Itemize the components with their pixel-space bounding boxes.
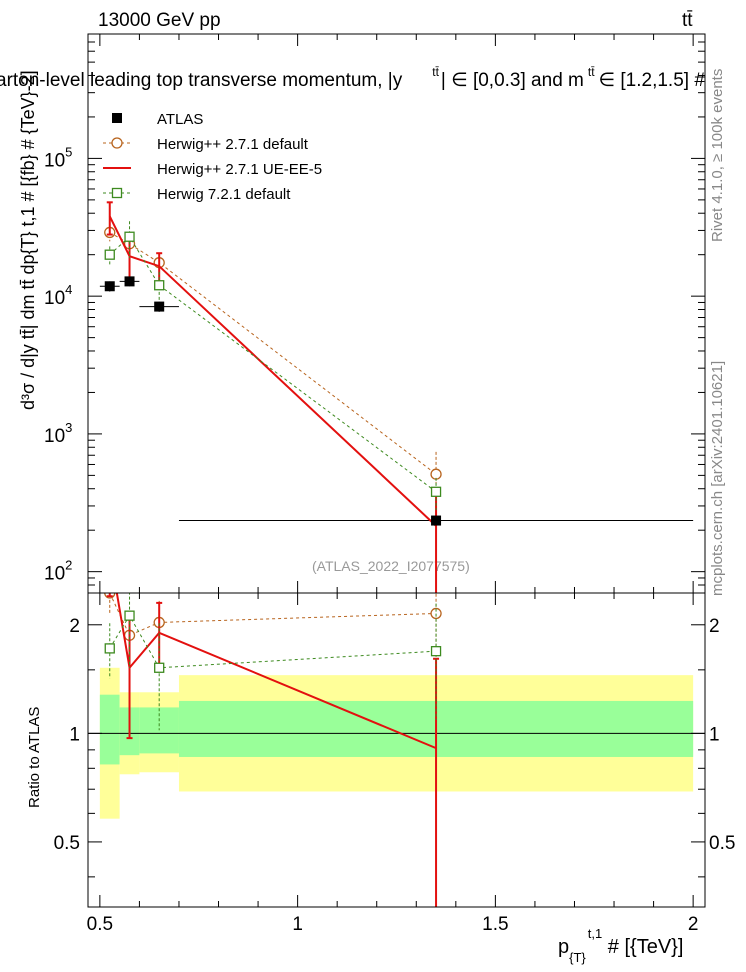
- ratio-band-inner: [99, 694, 120, 765]
- hw_default-point: [430, 468, 442, 480]
- x-axis-label-main: p: [558, 936, 569, 958]
- chart-title-part1: arton-level leading top transverse momen…: [0, 70, 403, 91]
- process-label: tt̄: [682, 10, 693, 31]
- legend-label: Herwig 7.2.1 default: [157, 186, 291, 203]
- y-tick-label: 103: [44, 420, 72, 447]
- ratio-y-axis-label: Ratio to ATLAS: [26, 707, 43, 808]
- watermark: (ATLAS_2022_I2077575): [312, 558, 470, 574]
- y-tick-exp: 2: [65, 558, 72, 573]
- atlas-point: [154, 301, 165, 312]
- chart-title-part2: | ∈ [0,0.3] and m: [441, 70, 584, 91]
- atlas-point: [104, 281, 115, 292]
- legend-atlas-marker: [112, 113, 122, 123]
- x-axis-label-sub: {T}: [569, 950, 586, 965]
- energy-label: 13000 GeV pp: [98, 10, 221, 31]
- h7_default-point: [104, 249, 115, 260]
- atlas-point: [124, 276, 135, 287]
- h7_default-point: [124, 231, 135, 242]
- ratio-tick-label-left: 1: [69, 724, 80, 745]
- y-tick-exp: 4: [65, 282, 72, 297]
- x-axis-label-rest: # [{TeV}]: [602, 936, 683, 958]
- legend-label: Herwig++ 2.7.1 UE-EE-5: [157, 161, 322, 178]
- ratio-tick-label-left: 2: [69, 616, 80, 637]
- legend-h7_default-marker: [111, 187, 123, 199]
- ratio-h7_default-line: [109, 614, 437, 669]
- x-axis-label: p{T}t,1 # [{TeV}]: [558, 926, 683, 965]
- ratio-hw_default-point: [430, 607, 442, 620]
- chart-title-part3: ∈ [1.2,1.5] #: [599, 70, 706, 91]
- x-tick-label: 1: [292, 914, 303, 935]
- y-tick-exp: 5: [65, 144, 72, 159]
- ratio-hw_ueee5-line: [115, 593, 437, 750]
- x-axis-label-sup: t,1: [588, 926, 602, 941]
- legend-label: Herwig++ 2.7.1 default: [157, 136, 309, 153]
- x-tick-label: 0.5: [87, 914, 113, 935]
- ratio-tick-label-right: 1: [709, 724, 720, 745]
- h7_default-line: [109, 235, 437, 493]
- y-tick-label: 105: [44, 144, 72, 171]
- chart-title-sup2: tt̄: [588, 65, 595, 79]
- ratio-h7_default-point: [430, 646, 442, 657]
- mcplots-label: mcplots.cern.ch [arXiv:2401.10621]: [709, 361, 726, 596]
- ratio-h7_default-point: [104, 643, 115, 654]
- legend-label: ATLAS: [157, 111, 203, 128]
- x-tick-label: 2: [688, 914, 699, 935]
- atlas-point: [431, 515, 442, 526]
- ratio-h7_default-point: [124, 610, 135, 621]
- ratio-tick-label-left: 0.5: [54, 833, 80, 854]
- y-tick-label: 102: [44, 558, 72, 585]
- y-axis-label: d³σ / d|y tt̄| dm tt̄ dp{T} t,1 # [{fb} …: [18, 70, 38, 410]
- ratio-tick-label-right: 0.5: [709, 833, 735, 854]
- ratio-h7_default-point: [154, 662, 165, 673]
- h7_default-point: [154, 280, 165, 291]
- chart-title-sup1: tt̄: [432, 65, 439, 79]
- ratio-hw_default-line: [109, 593, 437, 636]
- y-tick-label: 104: [44, 282, 72, 309]
- ratio-tick-label-right: 2: [709, 616, 720, 637]
- x-tick-label: 1.5: [482, 914, 508, 935]
- legend-hw_default-marker: [111, 137, 123, 149]
- y-tick-exp: 3: [65, 420, 72, 435]
- ratio-panel: [88, 593, 705, 907]
- rivet-label: Rivet 4.1.0, ≥ 100k events: [709, 69, 726, 242]
- legend: ATLAS Herwig++ 2.7.1 default Herwig++ 2.7.…: [103, 111, 322, 203]
- chart-title: arton-level leading top transverse momen…: [0, 65, 705, 91]
- main-panel: [99, 201, 694, 593]
- h7_default-point: [430, 486, 442, 497]
